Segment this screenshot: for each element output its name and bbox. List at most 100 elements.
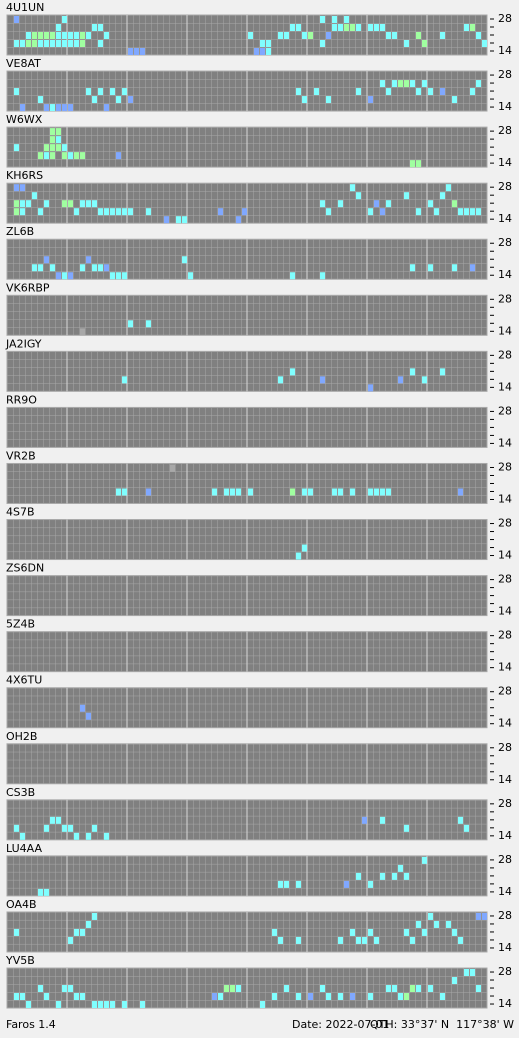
signal-cell — [230, 488, 235, 496]
signal-cell — [86, 832, 91, 840]
signal-cell — [122, 1001, 127, 1009]
signal-cell — [470, 264, 475, 272]
signal-cell — [296, 88, 301, 96]
signal-cell — [476, 80, 481, 88]
signal-cell — [320, 16, 325, 23]
band-label: 28 — [498, 797, 512, 810]
signal-cell — [452, 928, 457, 936]
signal-cell — [68, 272, 73, 280]
signal-cell — [320, 376, 325, 384]
station-name: 5Z4B — [6, 618, 35, 631]
signal-cell — [398, 80, 403, 88]
signal-cell — [356, 936, 361, 944]
signal-cell — [80, 200, 85, 208]
signal-cell — [116, 152, 121, 160]
signal-cell — [218, 993, 223, 1001]
signal-cell — [164, 216, 169, 224]
signal-cell — [284, 880, 289, 888]
signal-cell — [44, 32, 49, 39]
signal-cell — [434, 920, 439, 928]
signal-cell — [356, 24, 361, 31]
signal-cell — [50, 144, 55, 152]
signal-cell — [80, 152, 85, 160]
station-name: RR9O — [6, 393, 37, 406]
signal-cell — [62, 32, 67, 39]
signal-cell — [44, 993, 49, 1001]
signal-cell — [86, 32, 91, 39]
signal-cell — [116, 488, 121, 496]
signal-cell — [122, 88, 127, 96]
signal-cell — [272, 993, 277, 1001]
station-name: KH6RS — [6, 169, 43, 182]
band-label: 14 — [498, 44, 512, 57]
band-label: 28 — [498, 909, 512, 922]
signal-cell — [308, 32, 313, 39]
signal-cell — [434, 208, 439, 216]
signal-cell — [392, 985, 397, 993]
signal-cell — [476, 912, 481, 920]
signal-cell — [290, 272, 295, 280]
signal-cell — [56, 272, 61, 280]
signal-cell — [446, 920, 451, 928]
signal-cell — [368, 928, 373, 936]
signal-cell — [440, 88, 445, 96]
signal-cell — [38, 40, 43, 47]
station-name: ZL6B — [6, 225, 34, 238]
signal-cell — [50, 264, 55, 272]
signal-cell — [26, 1001, 31, 1009]
signal-cell — [50, 816, 55, 824]
signal-cell — [302, 32, 307, 39]
signal-cell — [44, 256, 49, 264]
signal-cell — [380, 208, 385, 216]
signal-cell — [332, 24, 337, 31]
band-label: 14 — [498, 436, 512, 449]
signal-cell — [290, 488, 295, 496]
signal-cell — [476, 985, 481, 993]
signal-cell — [386, 88, 391, 96]
signal-cell — [92, 824, 97, 832]
signal-cell — [14, 144, 19, 152]
band-label: 14 — [498, 997, 512, 1010]
signal-cell — [278, 880, 283, 888]
band-label: 28 — [498, 180, 512, 193]
station-name: W6WX — [6, 113, 43, 126]
signal-cell — [452, 977, 457, 985]
signal-cell — [380, 488, 385, 496]
signal-cell — [212, 488, 217, 496]
band-label: 28 — [498, 404, 512, 417]
signal-cell — [50, 128, 55, 136]
signal-cell — [44, 144, 49, 152]
band-label: 28 — [498, 965, 512, 978]
signal-cell — [356, 872, 361, 880]
signal-cell — [386, 32, 391, 39]
signal-cell — [122, 208, 127, 216]
signal-cell — [422, 376, 427, 384]
signal-cell — [350, 928, 355, 936]
signal-cell — [260, 40, 265, 47]
signal-cell — [314, 88, 319, 96]
signal-cell — [362, 816, 367, 824]
signal-cell — [248, 488, 253, 496]
signal-cell — [182, 256, 187, 264]
signal-cell — [80, 928, 85, 936]
signal-cell — [260, 1001, 265, 1009]
signal-cell — [386, 200, 391, 208]
signal-cell — [260, 48, 265, 55]
signal-cell — [14, 928, 19, 936]
signal-cell — [368, 24, 373, 31]
station-name: JA2IGY — [5, 337, 42, 350]
signal-cell — [266, 40, 271, 47]
signal-cell — [68, 985, 73, 993]
signal-cell — [56, 24, 61, 31]
signal-cell — [410, 936, 415, 944]
band-label: 14 — [498, 492, 512, 505]
signal-cell — [380, 816, 385, 824]
signal-cell — [32, 40, 37, 47]
signal-cell — [68, 40, 73, 47]
signal-cell — [14, 200, 19, 208]
signal-cell — [44, 824, 49, 832]
signal-cell — [56, 128, 61, 136]
signal-cell — [464, 969, 469, 977]
signal-cell — [86, 88, 91, 96]
signal-cell — [236, 216, 241, 224]
